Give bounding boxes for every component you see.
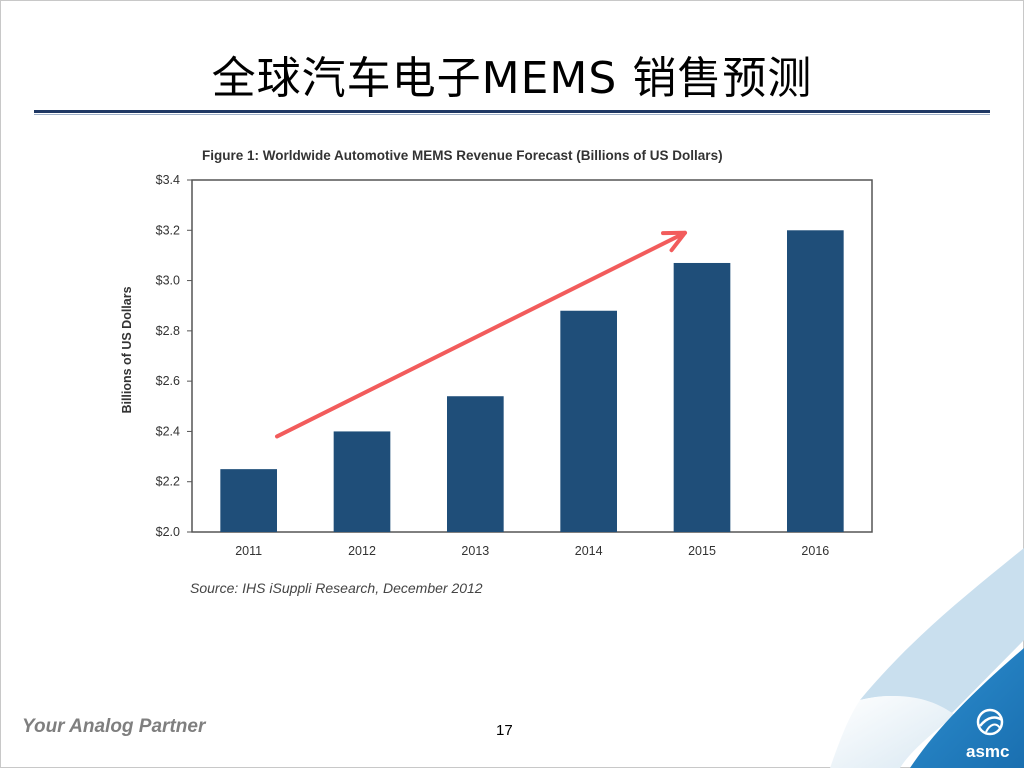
y-tick-label: $2.6	[156, 374, 180, 388]
y-tick-label: $2.2	[156, 475, 180, 489]
y-tick-label: $3.4	[156, 173, 180, 187]
logo-text: asmc	[966, 742, 1010, 761]
y-tick-label: $3.0	[156, 274, 180, 288]
y-tick-label: $3.2	[156, 223, 180, 237]
footer-tagline: Your Analog Partner	[22, 716, 206, 737]
y-tick-label: $2.8	[156, 324, 180, 338]
chart-source: Source: IHS iSuppli Research, December 2…	[190, 580, 483, 596]
bar-2013	[447, 396, 504, 532]
logo-corner-background	[910, 648, 1024, 768]
page-corner-fold	[830, 695, 955, 768]
bar-2015	[673, 262, 731, 532]
x-tick-label: 2011	[235, 544, 262, 558]
x-tick-label: 2012	[348, 544, 376, 558]
trend-arrow-head	[661, 230, 687, 253]
bar-2012	[333, 431, 391, 532]
bar-2011	[220, 469, 277, 532]
chart-title: Figure 1: Worldwide Automotive MEMS Reve…	[202, 148, 723, 163]
y-tick-label: $2.0	[156, 525, 180, 539]
bar-2014	[560, 310, 617, 532]
bar-2016	[787, 230, 844, 533]
title-underline	[34, 110, 990, 113]
slide-title: 全球汽车电子MEMS 销售预测	[211, 53, 813, 104]
plot-area	[191, 179, 873, 533]
x-tick-label: 2015	[688, 544, 716, 558]
x-tick-label: 2013	[461, 544, 489, 558]
logo-icon	[976, 708, 1004, 736]
title-underline-shadow	[34, 114, 990, 115]
page-number: 17	[496, 722, 513, 739]
y-tick-label: $2.4	[156, 424, 180, 438]
page-curl-decoration	[860, 548, 1024, 715]
trend-arrow-shaft	[275, 230, 687, 439]
x-tick-label: 2014	[575, 544, 603, 558]
x-tick-label: 2016	[801, 544, 829, 558]
